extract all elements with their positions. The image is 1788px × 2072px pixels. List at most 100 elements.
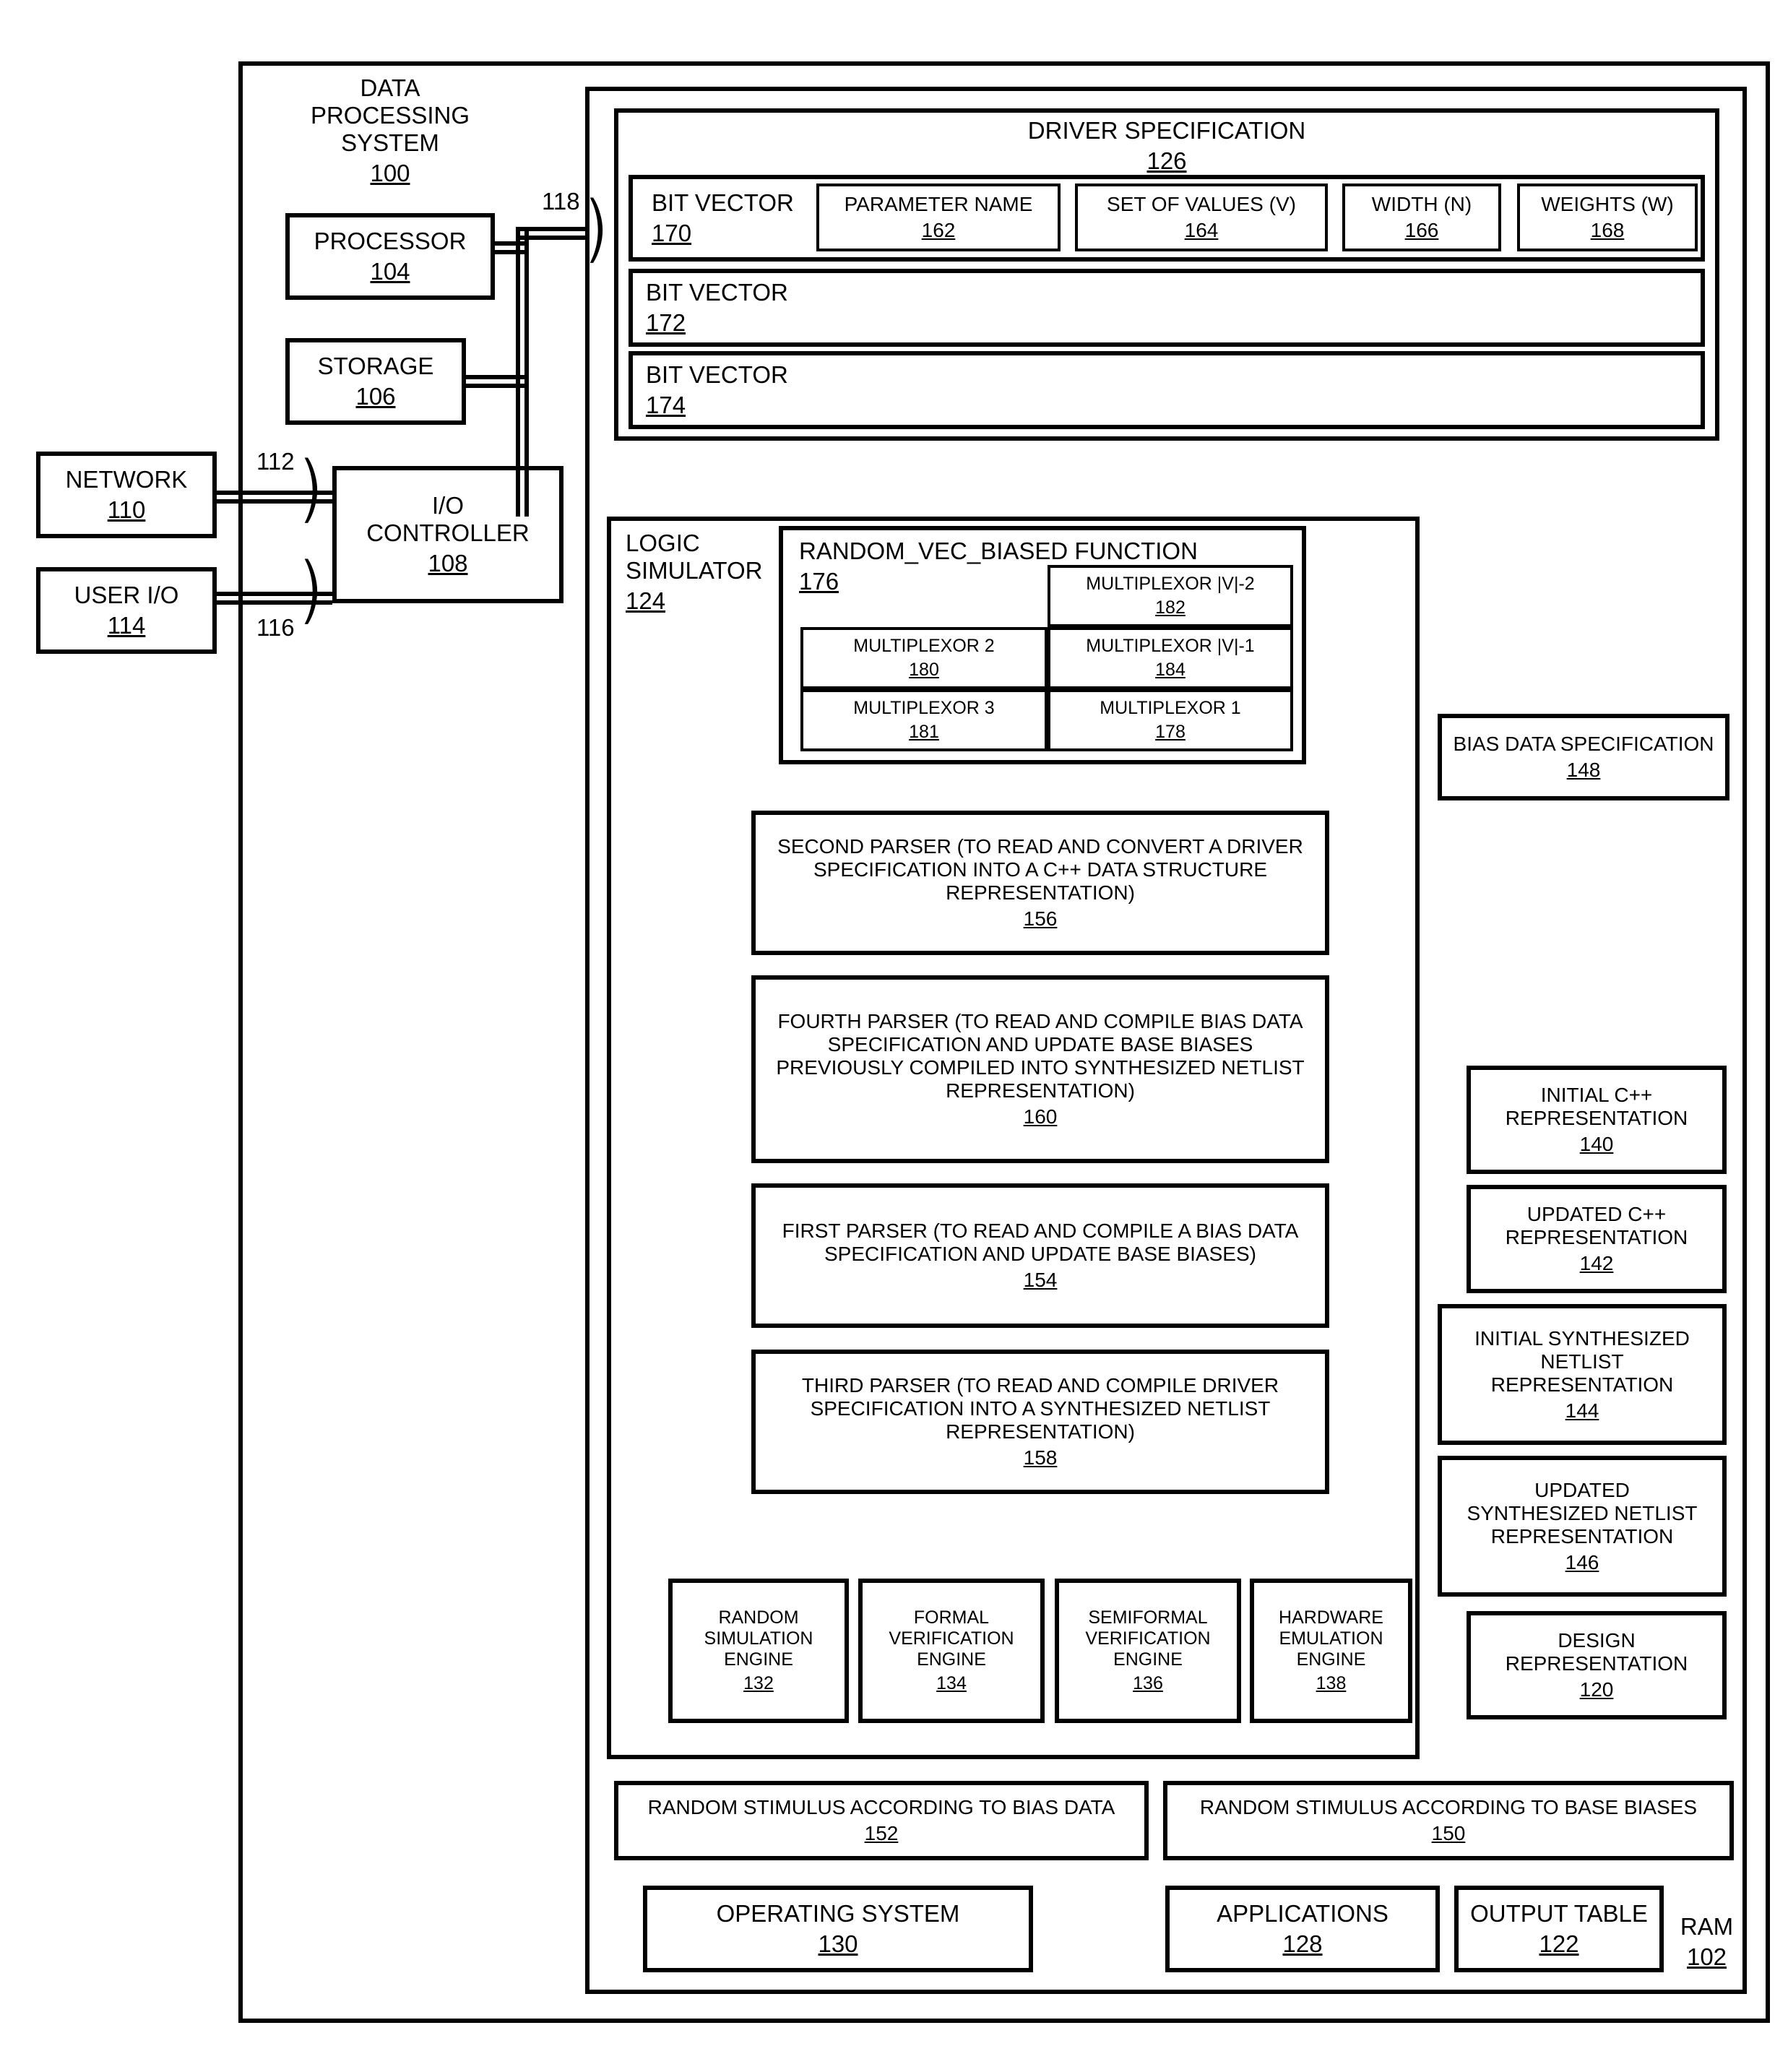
apps-block: APPLICATIONS 128 — [1165, 1886, 1440, 1972]
ram-label: RAM 102 — [1672, 1907, 1741, 1977]
mux-1: MULTIPLEXOR 1 178 — [1048, 689, 1293, 751]
mux-v2: MULTIPLEXOR |V|-2 182 — [1048, 565, 1293, 627]
sfve-id: 136 — [1133, 1673, 1163, 1694]
mux3-id: 181 — [909, 722, 939, 743]
param-name-title: PARAMETER NAME — [845, 193, 1033, 216]
bit-vector-170-labels: BIT VECTOR 170 — [642, 184, 808, 253]
processor-id: 104 — [370, 258, 410, 285]
parser1-title: FIRST PARSER (TO READ AND COMPILE A BIAS… — [773, 1220, 1308, 1266]
parser3: THIRD PARSER (TO READ AND COMPILE DRIVER… — [751, 1350, 1329, 1494]
bus-storage — [466, 379, 524, 384]
weightsw-title: WEIGHTS (W) — [1541, 193, 1674, 216]
parser1-id: 154 — [1024, 1269, 1058, 1292]
widthn-title: WIDTH (N) — [1372, 193, 1472, 216]
rvb-id: 176 — [799, 568, 839, 595]
bus-proc — [495, 246, 524, 250]
upd-cpp: UPDATED C++ REPRESENTATION 142 — [1467, 1185, 1727, 1293]
bv174-title: BIT VECTOR — [646, 361, 788, 389]
driver-spec-title: DRIVER SPECIFICATION — [1028, 117, 1305, 144]
design-rep: DESIGN REPRESENTATION 120 — [1467, 1611, 1727, 1719]
rse-l3: ENGINE — [724, 1649, 793, 1670]
stim-bias: RANDOM STIMULUS ACCORDING TO BIAS DATA 1… — [614, 1781, 1149, 1860]
sov-title: SET OF VALUES (V) — [1107, 193, 1296, 216]
init-cpp-l1: INITIAL C++ — [1541, 1084, 1653, 1107]
upd-cpp-id: 142 — [1580, 1252, 1614, 1275]
user-io-id: 114 — [108, 612, 146, 639]
sig-118-brace: ⏜ — [536, 197, 603, 263]
logic-sim-id: 124 — [626, 587, 665, 615]
design-rep-l1: DESIGN — [1558, 1629, 1635, 1652]
mux2-id: 180 — [909, 660, 939, 681]
sov-id: 164 — [1185, 219, 1219, 242]
param-name-id: 162 — [922, 219, 956, 242]
design-rep-l2: REPRESENTATION — [1506, 1652, 1688, 1675]
engine-fve: FORMAL VERIFICATION ENGINE 134 — [858, 1579, 1045, 1723]
storage-id: 106 — [355, 383, 395, 410]
fve-l1: FORMAL — [914, 1607, 989, 1628]
driver-spec-id: 126 — [1146, 147, 1186, 175]
mux2-title: MULTIPLEXOR 2 — [853, 636, 994, 657]
os-title: OPERATING SYSTEM — [717, 1900, 960, 1928]
upd-netlist: UPDATED SYNTHESIZED NETLIST REPRESENTATI… — [1438, 1456, 1727, 1597]
network-title: NETWORK — [66, 466, 188, 493]
init-netlist-l2: NETLIST — [1540, 1350, 1623, 1373]
parser3-title: THIRD PARSER (TO READ AND COMPILE DRIVER… — [773, 1374, 1308, 1443]
io-ctrl-l2: CONTROLLER — [366, 519, 530, 547]
ram-id: 102 — [1687, 1943, 1727, 1971]
user-io-block: USER I/O 114 — [36, 567, 217, 654]
mux1-id: 178 — [1155, 722, 1185, 743]
processor-block: PROCESSOR 104 — [285, 213, 495, 300]
diagram-root: DATA PROCESSING SYSTEM 100 PROCESSOR 104… — [14, 14, 1788, 2058]
mux1-title: MULTIPLEXOR 1 — [1100, 698, 1240, 719]
io-controller-block: I/O CONTROLLER 108 — [332, 466, 563, 603]
stim-base: RANDOM STIMULUS ACCORDING TO BASE BIASES… — [1163, 1781, 1734, 1860]
fve-id: 134 — [936, 1673, 967, 1694]
parser4-id: 160 — [1024, 1105, 1058, 1128]
apps-id: 128 — [1282, 1930, 1322, 1958]
hee-l1: HARDWARE — [1279, 1607, 1383, 1628]
set-of-values: SET OF VALUES (V) 164 — [1075, 184, 1328, 251]
apps-title: APPLICATIONS — [1217, 1900, 1388, 1928]
rse-l2: SIMULATION — [704, 1628, 813, 1649]
muxv2-title: MULTIPLEXOR |V|-2 — [1086, 574, 1254, 595]
engine-sfve: SEMIFORMAL VERIFICATION ENGINE 136 — [1055, 1579, 1241, 1723]
engine-hee: HARDWARE EMULATION ENGINE 138 — [1250, 1579, 1412, 1723]
parser2-title: SECOND PARSER (TO READ AND CONVERT A DRI… — [773, 835, 1308, 905]
network-block: NETWORK 110 — [36, 452, 217, 538]
logic-sim-labels: LOGIC SIMULATOR 124 — [616, 524, 796, 621]
bit-vector-174: BIT VECTOR 174 — [629, 351, 1705, 429]
muxv1-title: MULTIPLEXOR |V|-1 — [1086, 636, 1254, 657]
mux-3: MULTIPLEXOR 3 181 — [800, 689, 1048, 751]
dps-header-id: 100 — [370, 160, 410, 187]
upd-netlist-id: 146 — [1565, 1551, 1599, 1574]
hee-id: 138 — [1316, 1673, 1347, 1694]
dps-header-l3: SYSTEM — [341, 129, 439, 157]
otbl-title: OUTPUT TABLE — [1470, 1900, 1648, 1928]
bv174-id: 174 — [646, 392, 686, 419]
parser2: SECOND PARSER (TO READ AND CONVERT A DRI… — [751, 811, 1329, 955]
bias-spec-title: BIAS DATA SPECIFICATION — [1454, 733, 1714, 756]
design-rep-id: 120 — [1580, 1678, 1614, 1701]
fve-l3: ENGINE — [917, 1649, 986, 1670]
parser3-id: 158 — [1024, 1446, 1058, 1469]
engine-rse: RANDOM SIMULATION ENGINE 132 — [668, 1579, 849, 1723]
storage-block: STORAGE 106 — [285, 338, 466, 425]
stim-base-title: RANDOM STIMULUS ACCORDING TO BASE BIASES — [1200, 1796, 1697, 1819]
weightsw-id: 168 — [1591, 219, 1625, 242]
io-ctrl-id: 108 — [428, 550, 467, 577]
bias-spec: BIAS DATA SPECIFICATION 148 — [1438, 714, 1729, 800]
sfve-l2: VERIFICATION — [1085, 1628, 1210, 1649]
rse-id: 132 — [743, 1673, 774, 1694]
rse-l1: RANDOM — [718, 1607, 798, 1628]
fve-l2: VERIFICATION — [889, 1628, 1014, 1649]
mux-2: MULTIPLEXOR 2 180 — [800, 627, 1048, 689]
muxv1-id: 184 — [1155, 660, 1185, 681]
upd-cpp-l2: REPRESENTATION — [1506, 1226, 1688, 1249]
bus-vertical — [520, 231, 524, 517]
bias-spec-id: 148 — [1567, 759, 1601, 782]
parser4: FOURTH PARSER (TO READ AND COMPILE BIAS … — [751, 975, 1329, 1163]
logic-sim-l2: SIMULATOR — [626, 557, 762, 584]
user-io-title: USER I/O — [74, 582, 179, 609]
network-id: 110 — [108, 496, 146, 524]
init-cpp-id: 140 — [1580, 1133, 1614, 1156]
